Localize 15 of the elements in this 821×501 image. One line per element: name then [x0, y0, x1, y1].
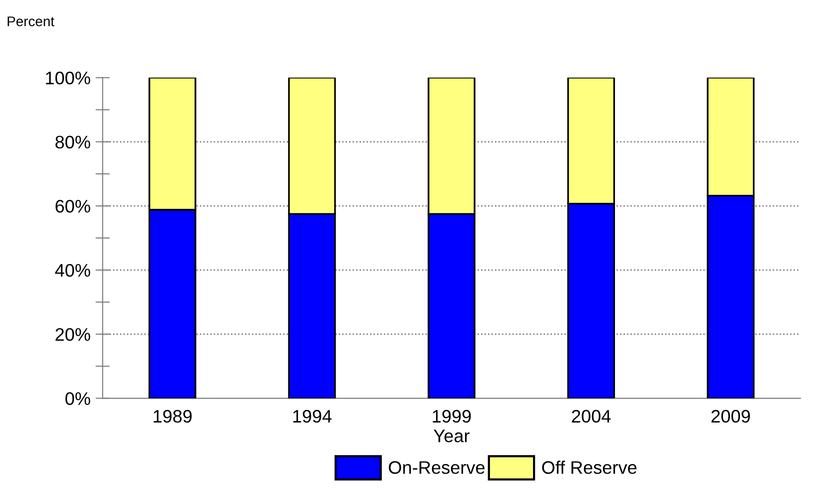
- x-axis-title: Year: [434, 430, 470, 442]
- y-tick-label: 100%: [46, 72, 90, 84]
- x-tick-label: 1994: [293, 410, 332, 423]
- legend-label: Off Reserve: [542, 460, 636, 474]
- y-tick-label: 20%: [56, 328, 90, 341]
- legend-label: On-Reserve: [388, 461, 484, 474]
- y-tick-label: 40%: [55, 264, 90, 277]
- y-tick-label: 80%: [55, 136, 90, 149]
- y-axis-title: Percent: [8, 16, 54, 26]
- x-tick-label: 2009: [712, 410, 750, 423]
- x-tick-label: 1989: [154, 410, 192, 423]
- x-tick-label: 1999: [432, 410, 471, 423]
- x-tick-label: 2004: [572, 410, 611, 423]
- y-tick-label: 0%: [65, 392, 90, 406]
- y-tick-label: 60%: [56, 200, 90, 213]
